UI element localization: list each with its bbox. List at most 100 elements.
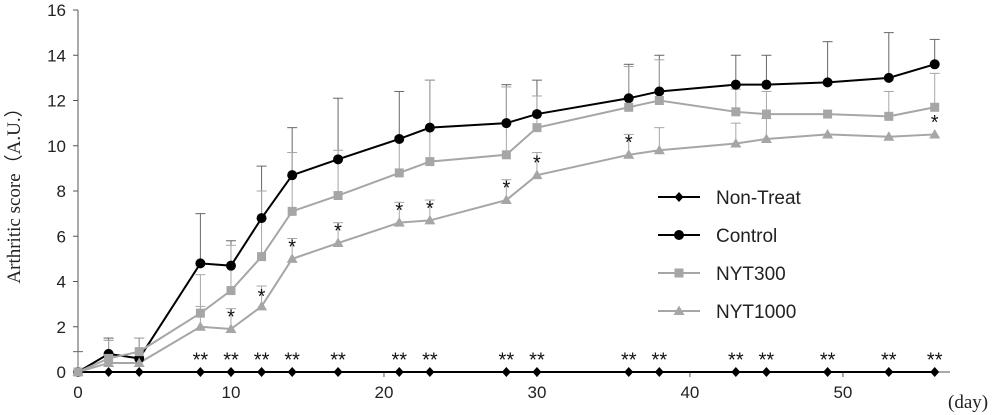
data-point-nyt300: [134, 347, 144, 357]
y-tick-label: 10: [47, 137, 66, 156]
data-point-control: [287, 170, 298, 181]
data-point-non-treat: [134, 367, 144, 377]
data-point-nyt300: [654, 96, 664, 105]
legend: Non-Treat Control NYT300 NYT1000: [658, 188, 802, 323]
significance-mark: *: [258, 286, 266, 308]
data-point-nyt1000: [730, 137, 742, 148]
error-bars: [73, 32, 940, 372]
data-point-non-treat: [761, 367, 771, 377]
significance-mark: **: [759, 349, 775, 371]
legend-label: Control: [716, 226, 777, 247]
x-tick-label: 50: [833, 383, 852, 402]
significance-annotations: ***** ******* ** ** ** ** ** ** ** ** ** ** ** ** ** **…: [193, 112, 943, 372]
significance-mark: *: [426, 198, 434, 220]
x-tick-label: 30: [527, 383, 546, 402]
axes: 0 2 4 6 8 10 12 14 16 0 10 20 30 40 50: [47, 1, 950, 402]
data-point-nyt1000: [760, 133, 772, 143]
significance-mark: **: [391, 349, 407, 371]
significance-mark: **: [330, 349, 346, 371]
data-point-nyt1000: [822, 128, 834, 139]
y-tick-label: 12: [47, 92, 66, 111]
x-tick-label: 20: [375, 383, 394, 402]
significance-mark: **: [193, 349, 209, 371]
y-tick-label: 16: [47, 1, 66, 20]
data-point-control: [225, 260, 236, 271]
data-point-nyt1000: [424, 214, 436, 225]
significance-mark: **: [422, 349, 438, 371]
series-markers: [72, 59, 941, 377]
significance-mark: *: [533, 153, 541, 175]
data-point-nyt1000: [225, 323, 237, 334]
data-point-nyt1000: [332, 237, 344, 248]
data-point-non-treat: [287, 367, 297, 377]
data-point-nyt1000: [393, 217, 405, 227]
data-point-nyt300: [257, 252, 267, 262]
data-point-nyt300: [501, 150, 511, 160]
y-tick-label: 8: [57, 182, 66, 201]
data-point-nyt300: [394, 168, 404, 178]
data-point-non-treat: [333, 367, 343, 377]
data-point-non-treat: [532, 367, 542, 377]
significance-mark: *: [625, 132, 633, 154]
data-point-nyt300: [884, 111, 894, 121]
data-point-nyt300: [226, 286, 236, 296]
data-point-control: [883, 72, 894, 83]
data-point-control: [256, 213, 267, 224]
y-axis-label: Arthritic score（A.U.）: [3, 98, 25, 283]
series-line-nyt1000: [77, 133, 935, 373]
y-tick-label: 14: [47, 46, 66, 65]
data-point-nyt1000: [72, 366, 84, 376]
significance-mark: *: [334, 220, 342, 242]
legend-label: NYT300: [716, 264, 786, 285]
data-point-non-treat: [731, 367, 741, 377]
significance-mark: *: [931, 112, 939, 134]
data-point-nyt1000: [653, 144, 665, 155]
data-point-non-treat: [104, 367, 114, 377]
data-point-control: [501, 118, 512, 129]
significance-mark: **: [881, 349, 897, 371]
legend-label: Non-Treat: [716, 188, 802, 209]
data-point-nyt300: [624, 102, 634, 112]
significance-mark: **: [284, 349, 300, 371]
x-tick-label: 10: [222, 383, 241, 402]
data-point-control: [424, 122, 435, 133]
data-point-nyt1000: [103, 357, 115, 367]
data-point-nyt300: [761, 109, 771, 119]
significance-mark: **: [223, 349, 239, 371]
data-point-non-treat: [884, 367, 894, 377]
data-point-nyt1000: [256, 300, 268, 311]
data-point-control: [623, 93, 634, 104]
data-point-control: [761, 79, 772, 90]
x-axis-unit: (day): [948, 392, 988, 413]
data-point-nyt300: [195, 308, 205, 318]
data-point-control: [929, 59, 940, 70]
data-point-nyt300: [930, 102, 940, 112]
data-point-nyt1000: [194, 321, 206, 331]
legend-marker: [673, 305, 685, 315]
data-point-nyt300: [823, 109, 833, 119]
data-point-nyt300: [532, 123, 542, 133]
significance-mark: *: [227, 306, 235, 328]
data-point-control: [730, 79, 741, 90]
x-tick-label: 0: [73, 383, 82, 402]
data-point-control: [654, 86, 665, 97]
significance-mark: **: [927, 349, 943, 371]
data-point-nyt1000: [133, 357, 145, 367]
data-point-control: [822, 77, 833, 88]
x-tick-label: 40: [680, 383, 699, 402]
data-point-nyt1000: [531, 169, 543, 180]
data-point-control: [195, 258, 206, 269]
data-point-control: [333, 154, 344, 165]
significance-mark: **: [499, 349, 515, 371]
legend-label: NYT1000: [716, 302, 796, 323]
y-tick-label: 4: [57, 273, 66, 292]
data-point-control: [531, 109, 542, 120]
significance-mark: **: [621, 349, 637, 371]
significance-mark: *: [288, 236, 296, 258]
data-point-non-treat: [654, 367, 664, 377]
significance-mark: *: [502, 177, 510, 199]
data-point-non-treat: [195, 367, 205, 377]
significance-mark: **: [652, 349, 668, 371]
